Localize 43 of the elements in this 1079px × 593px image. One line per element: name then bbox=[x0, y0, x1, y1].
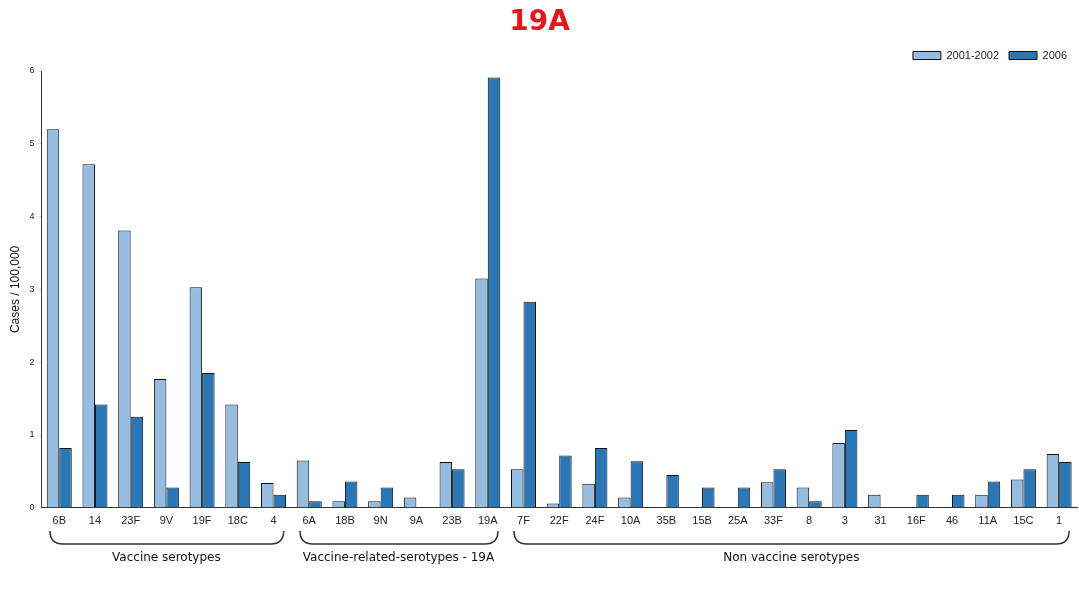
x-tick-label: 31 bbox=[874, 514, 887, 527]
x-tick-label: 33F bbox=[763, 514, 784, 527]
x-tick-label: 10A bbox=[620, 514, 642, 527]
x-tick-label: 9V bbox=[159, 514, 174, 527]
x-tick-label: 19F bbox=[192, 514, 212, 527]
legend-label: 2006 bbox=[1042, 48, 1068, 61]
x-tick-label: 23F bbox=[121, 514, 141, 527]
x-tick-label: 11A bbox=[978, 514, 998, 527]
x-tick-label: 1 bbox=[1056, 514, 1063, 527]
x-tick-label: 19A bbox=[477, 514, 499, 527]
x-tick-label: 6A bbox=[302, 514, 317, 527]
text: Vaccine-related-serotypes - 19A bbox=[302, 549, 495, 564]
x-tick-label: 8 bbox=[806, 514, 813, 527]
x-tick-label: 9A bbox=[409, 514, 424, 527]
x-tick-label: 22F bbox=[549, 514, 569, 527]
y-tick-label: 2 bbox=[29, 356, 35, 367]
x-tick-label: 16F bbox=[906, 514, 927, 527]
x-tick-label: 23B bbox=[442, 514, 462, 527]
chart-title: 19A bbox=[508, 4, 571, 37]
y-tick-label: 3 bbox=[29, 283, 35, 294]
legend-label: 2001-2002 bbox=[946, 48, 1000, 61]
y-tick-label: 5 bbox=[29, 138, 35, 149]
x-tick-label: 18B bbox=[335, 514, 355, 527]
x-tick-label: 9N bbox=[373, 514, 388, 527]
y-tick-label: 6 bbox=[29, 65, 35, 76]
y-axis-title: Cases / 100,000 bbox=[7, 245, 22, 334]
text: Vaccine serotypes bbox=[112, 549, 221, 564]
x-tick-label: 35B bbox=[656, 514, 677, 527]
x-tick-label: 24F bbox=[585, 514, 605, 527]
x-tick-label: 15B bbox=[692, 514, 712, 527]
x-tick-label: 7F bbox=[517, 514, 531, 527]
y-tick-label: 1 bbox=[29, 429, 35, 440]
x-tick-label: 46 bbox=[945, 514, 959, 527]
x-tick-label: 6B bbox=[52, 514, 66, 527]
y-tick-label: 0 bbox=[29, 502, 35, 513]
x-tick-label: 4 bbox=[270, 514, 277, 527]
text: Non vaccine serotypes bbox=[723, 549, 860, 564]
x-tick-label: 18C bbox=[227, 514, 248, 527]
x-tick-label: 3 bbox=[841, 514, 848, 527]
x-tick-label: 15C bbox=[1013, 514, 1034, 527]
x-tick-label: 25A bbox=[727, 514, 749, 527]
y-tick-label: 4 bbox=[29, 211, 35, 222]
x-tick-label: 14 bbox=[88, 514, 102, 527]
